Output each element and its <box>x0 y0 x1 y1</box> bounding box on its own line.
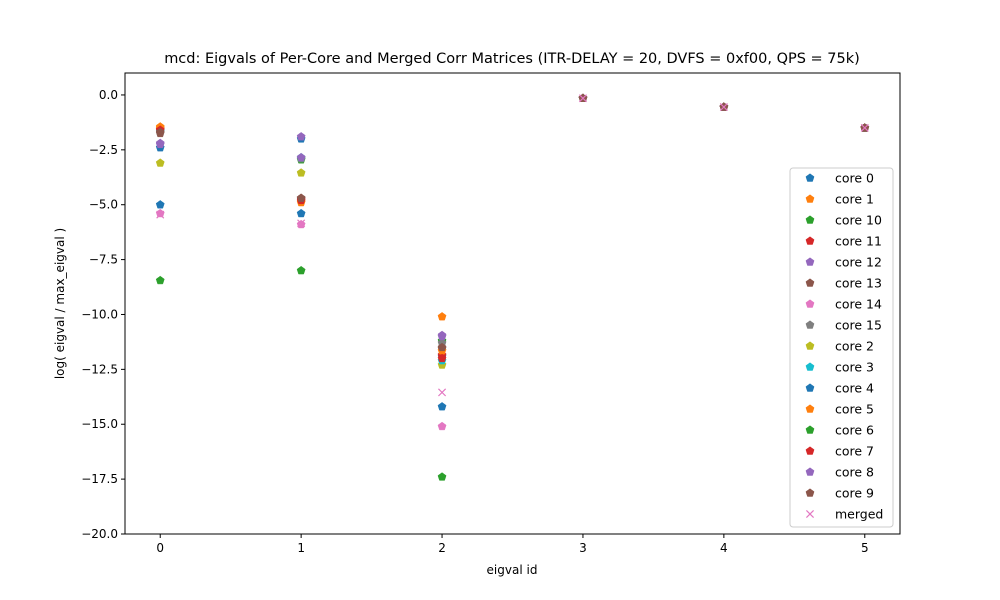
x-axis-label: eigval id <box>487 563 538 577</box>
y-tick-label: −15.0 <box>81 417 118 431</box>
legend-label: core 11 <box>835 234 882 249</box>
data-point <box>578 94 587 103</box>
series-group <box>156 94 869 397</box>
legend-marker <box>805 446 815 455</box>
plot-area <box>124 72 901 535</box>
data-point <box>155 275 165 285</box>
x-tick-label: 4 <box>720 541 728 555</box>
legend-marker <box>805 236 815 245</box>
x-tick-label: 1 <box>297 541 305 555</box>
legend-label: core 15 <box>835 318 882 333</box>
legend-marker <box>805 215 815 224</box>
y-tick-label: −5.0 <box>89 198 118 212</box>
data-point <box>437 353 447 363</box>
chart-title: mcd: Eigvals of Per-Core and Merged Corr… <box>164 51 860 67</box>
legend-marker <box>805 194 815 203</box>
y-tick-label: 0.0 <box>99 88 118 102</box>
data-point <box>296 208 306 218</box>
legend-label: core 10 <box>835 213 882 228</box>
legend-marker <box>805 404 815 413</box>
legend-marker <box>805 257 815 266</box>
legend-label: core 13 <box>835 276 882 291</box>
data-point <box>155 158 165 167</box>
data-point <box>438 388 447 397</box>
legend-marker <box>805 509 815 519</box>
legend-label: merged <box>835 507 883 522</box>
legend-box <box>789 167 894 528</box>
legend-label: core 7 <box>835 444 874 459</box>
legend-label: core 0 <box>835 171 874 186</box>
legend-label: core 4 <box>835 381 874 396</box>
data-point <box>437 421 447 431</box>
data-point <box>860 123 869 132</box>
x-tick-label: 2 <box>438 541 446 555</box>
legend-label: core 14 <box>835 297 882 312</box>
legend-marker <box>805 467 815 476</box>
legend-marker <box>805 425 815 434</box>
legend-marker <box>805 320 815 329</box>
data-point <box>296 152 306 162</box>
data-point <box>437 342 447 352</box>
data-point <box>155 200 165 209</box>
data-point <box>296 132 306 141</box>
legend-label: core 1 <box>835 192 874 207</box>
legend-label: core 5 <box>835 402 874 417</box>
data-point <box>437 472 447 481</box>
legend-label: core 9 <box>835 486 874 501</box>
legend-label: core 8 <box>835 465 874 480</box>
data-point <box>155 127 165 136</box>
data-point <box>156 210 165 219</box>
legend-label: core 2 <box>835 339 874 354</box>
data-point <box>155 138 165 147</box>
y-axis-label: log( eigval / max_eigval ) <box>53 228 67 379</box>
x-tick-label: 0 <box>156 541 164 555</box>
data-points <box>155 93 870 481</box>
y-tick-label: −7.5 <box>89 253 118 267</box>
y-tick-label: −2.5 <box>89 143 118 157</box>
x-tick-label: 3 <box>579 541 587 555</box>
legend-marker <box>805 362 815 371</box>
data-point <box>296 168 306 177</box>
legend-label: core 3 <box>835 360 874 375</box>
legend-label: core 12 <box>835 255 882 270</box>
y-tick-label: −17.5 <box>81 472 118 486</box>
legend-marker <box>805 341 815 350</box>
data-point <box>296 265 306 275</box>
legend-marker <box>805 278 815 287</box>
y-axis: 0.0 −2.5 −5.0 −7.5 −10.0 −12.5 −15.0 −17.5 −20.0 <box>81 88 125 541</box>
y-tick-label: −20.0 <box>81 527 118 541</box>
data-point <box>297 219 306 228</box>
data-point <box>296 193 306 202</box>
legend: core 0 core 1 core 10 core 11 core 12 core 13… <box>789 167 894 528</box>
legend-marker <box>805 299 815 308</box>
legend-label: core 6 <box>835 423 874 438</box>
y-tick-label: −10.0 <box>81 307 118 321</box>
data-point <box>437 312 447 321</box>
y-tick-label: −12.5 <box>81 362 118 376</box>
legend-marker <box>805 383 815 392</box>
x-tick-label: 5 <box>861 541 869 555</box>
legend-marker <box>805 173 815 182</box>
legend-marker <box>805 488 815 497</box>
data-point <box>719 103 728 112</box>
data-point <box>437 402 447 411</box>
x-axis: 0 1 2 3 4 5 <box>156 534 869 555</box>
data-point <box>437 331 447 341</box>
